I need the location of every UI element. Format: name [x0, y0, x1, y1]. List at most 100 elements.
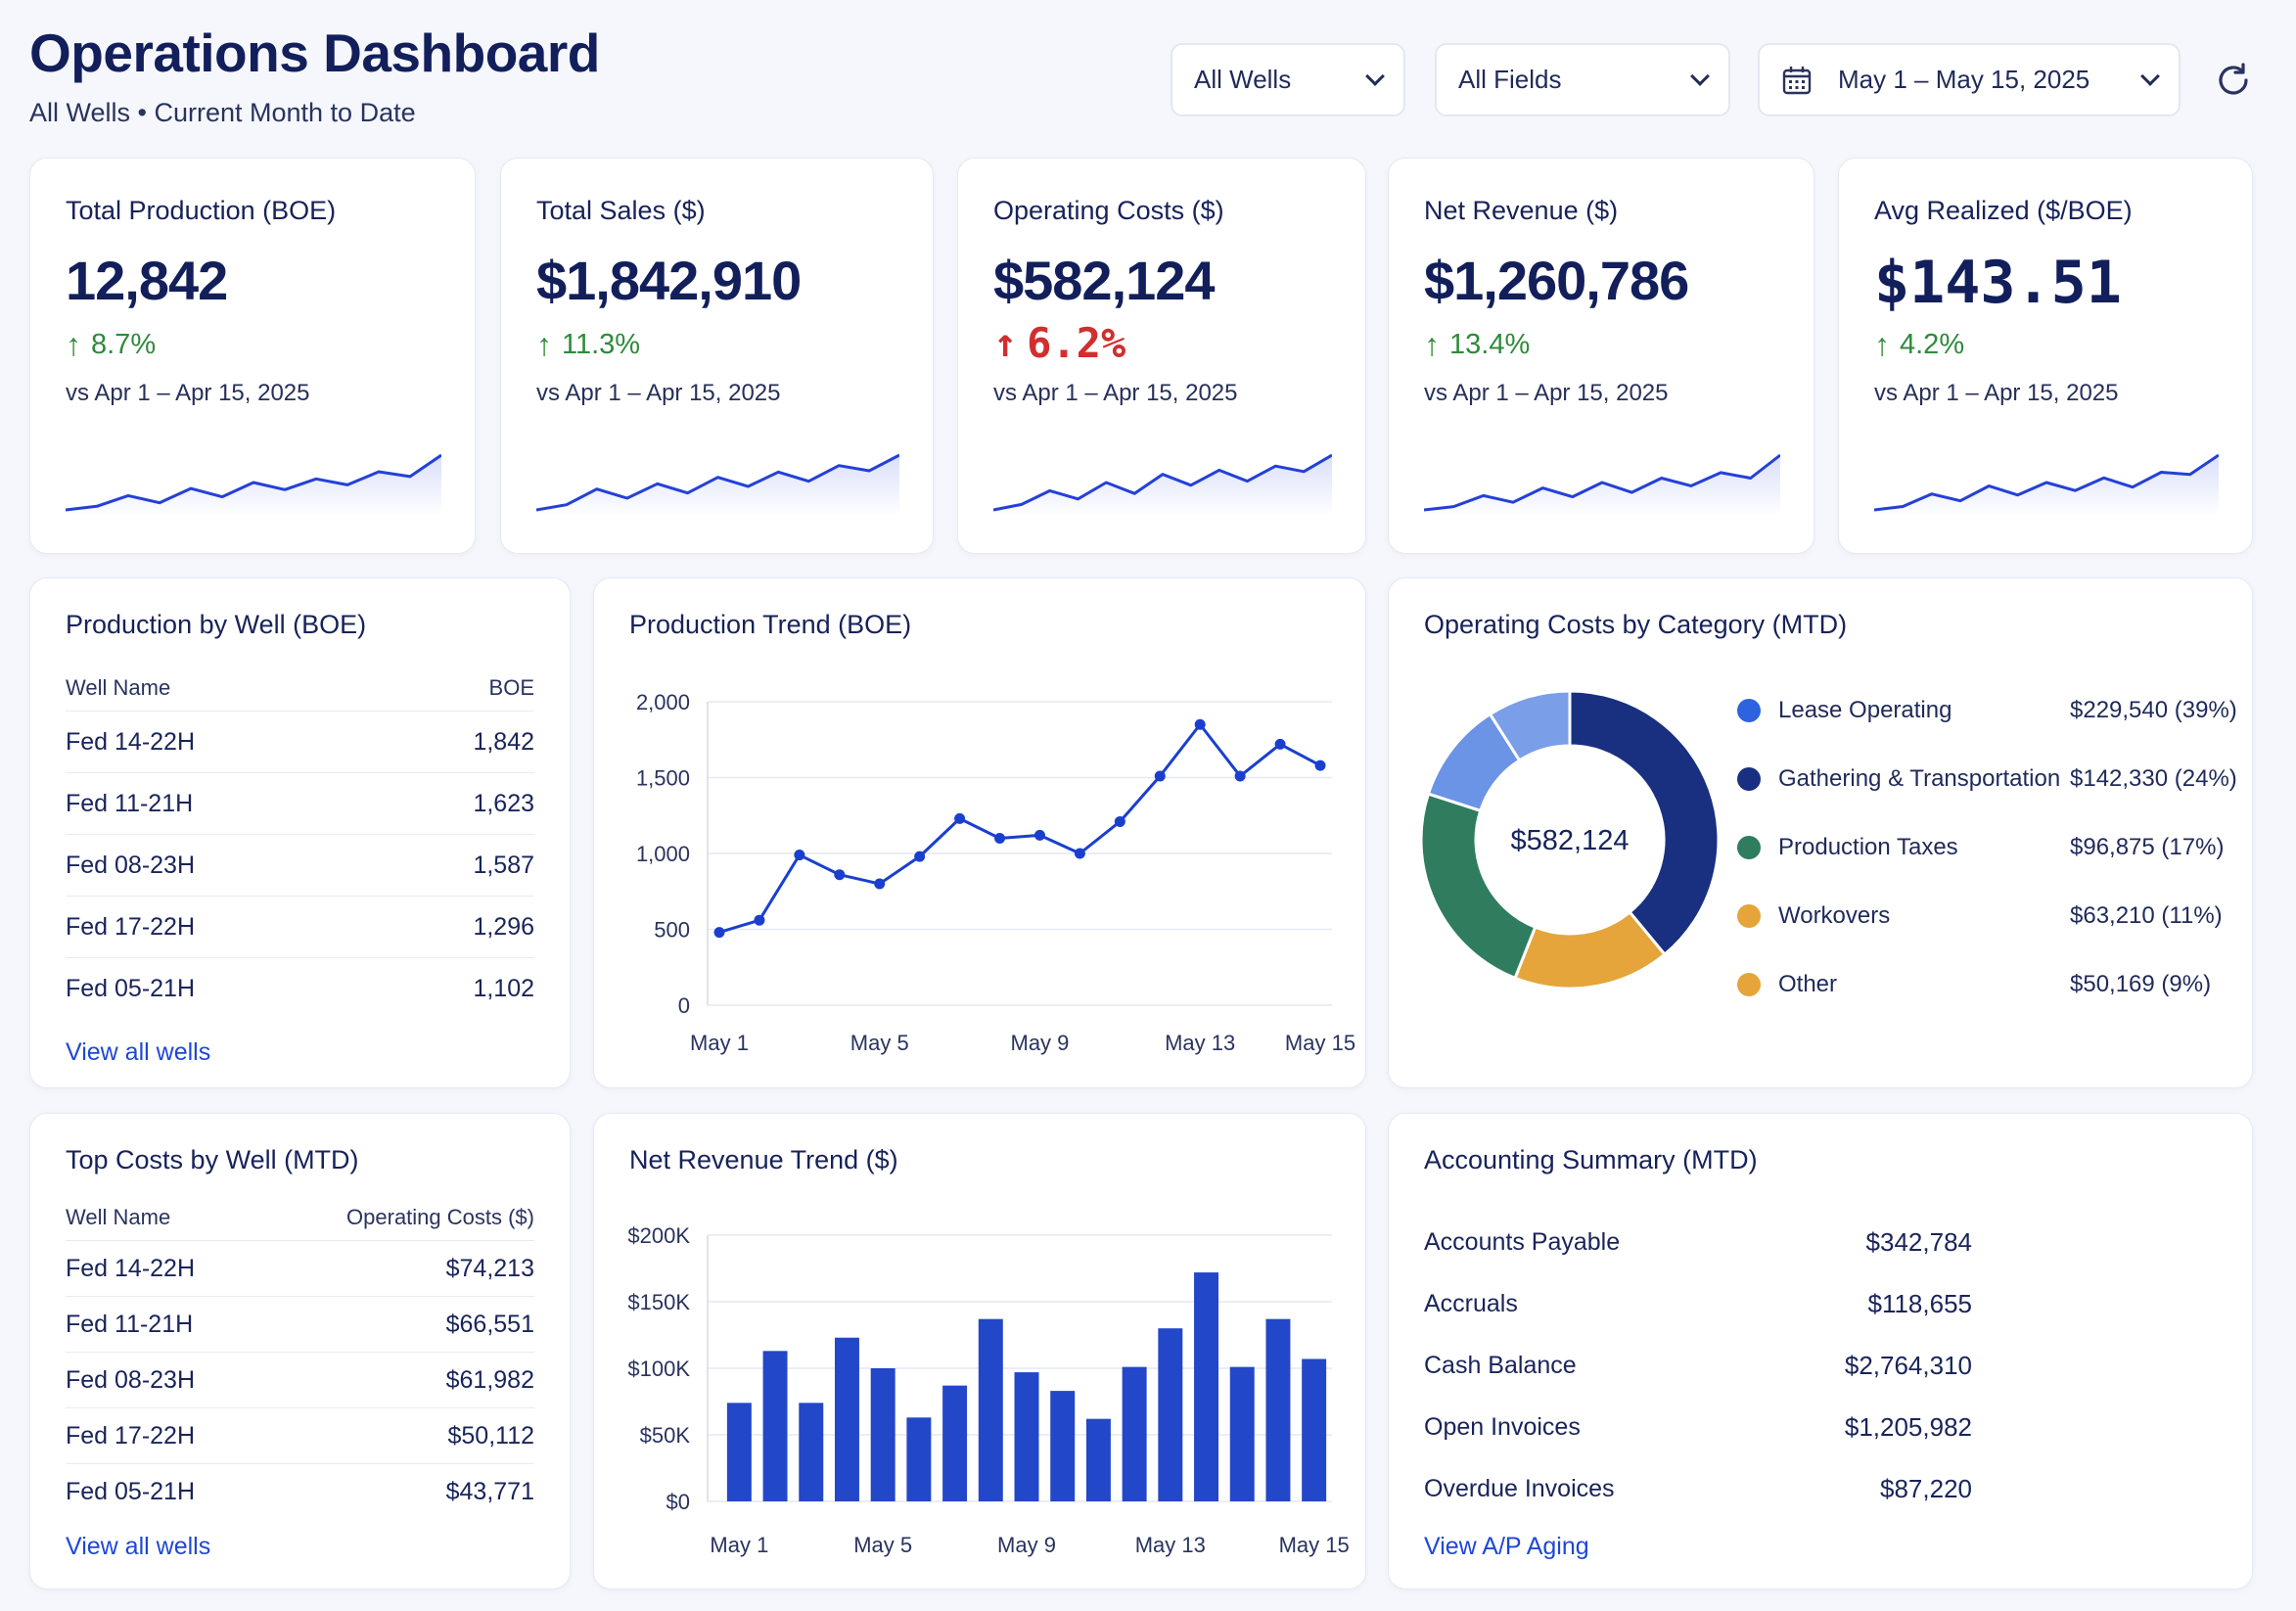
data-point — [754, 914, 765, 926]
bar — [1265, 1318, 1291, 1501]
y-tick-label: 500 — [654, 918, 690, 943]
chevron-down-icon — [1365, 66, 1385, 86]
x-tick-label: May 15 — [1285, 1031, 1355, 1055]
bar — [1302, 1358, 1327, 1501]
well-name: Fed 11-21H — [66, 1310, 194, 1338]
accounting-row: Cash Balance $2,764,310 — [1424, 1335, 1972, 1397]
kpi-sparkline — [66, 453, 441, 516]
well-value: 1,102 — [473, 975, 534, 1002]
kpi-change: ↑ 6.2% — [993, 319, 1125, 367]
well-value: 1,587 — [473, 851, 534, 879]
table-header: Well Name BOE — [66, 665, 534, 712]
legend-item[interactable]: Other $50,169 (9%) — [1737, 950, 2246, 1019]
date-range-label: May 1 – May 15, 2025 — [1838, 65, 2090, 94]
y-tick-label: 1,000 — [636, 842, 690, 866]
accounting-row: Accounts Payable $342,784 — [1424, 1212, 1972, 1273]
view-all-wells-link[interactable]: View all wells — [66, 1533, 211, 1560]
sparkline-line — [1424, 453, 1780, 512]
bar — [799, 1403, 824, 1501]
refresh-icon[interactable] — [2214, 61, 2253, 100]
legend-item[interactable]: Lease Operating $229,540 (39%) — [1737, 676, 2246, 745]
production-trend-card: Production Trend (BOE) 0 500 1,000 1,500 2,0… — [593, 577, 1366, 1088]
table-row[interactable]: Fed 17-22H $50,112 — [66, 1408, 534, 1464]
kpi-comparison-period: vs Apr 1 – Apr 15, 2025 — [1424, 380, 1669, 406]
x-tick-label: May 9 — [997, 1533, 1056, 1557]
accounting-value: $1,205,982 — [1844, 1412, 1972, 1442]
data-point — [1234, 770, 1246, 782]
legend-item[interactable]: Workovers $63,210 (11%) — [1737, 882, 2246, 950]
legend-item[interactable]: Gathering & Transportation $142,330 (24%… — [1737, 745, 2246, 813]
column-header-well-name: Well Name — [66, 674, 171, 700]
column-header-operating-costs: Operating Costs ($) — [346, 1204, 534, 1229]
wells-filter-dropdown[interactable]: All Wells — [1171, 43, 1405, 116]
legend-label: Production Taxes — [1778, 834, 1958, 860]
kpi-value: $143.51 — [1874, 249, 2122, 317]
calendar-icon — [1782, 66, 1812, 94]
table-row[interactable]: Fed 08-23H 1,587 — [66, 835, 534, 897]
legend-swatch — [1737, 767, 1761, 791]
table-row[interactable]: Fed 17-22H 1,296 — [66, 897, 534, 958]
legend-item[interactable]: Production Taxes $96,875 (17%) — [1737, 813, 2246, 882]
y-tick-label: $50K — [640, 1423, 691, 1448]
legend-value: $63,210 (11%) — [2070, 902, 2223, 929]
production-by-well-title: Production by Well (BOE) — [66, 610, 367, 639]
well-name: Fed 14-22H — [66, 727, 196, 756]
column-header-boe: BOE — [488, 674, 534, 700]
kpi-change-value: 8.7% — [91, 329, 157, 360]
arrow-up-icon: ↑ — [993, 320, 1018, 366]
table-row[interactable]: Fed 14-22H $74,213 — [66, 1241, 534, 1297]
net-revenue-trend-title: Net Revenue Trend ($) — [629, 1145, 898, 1174]
well-name: Fed 17-22H — [66, 1421, 196, 1450]
table-row[interactable]: Fed 08-23H $61,982 — [66, 1353, 534, 1408]
legend-label: Lease Operating — [1778, 697, 1952, 723]
data-point — [1074, 848, 1085, 859]
x-tick-label: May 15 — [1279, 1533, 1350, 1557]
kpi-value: $1,260,786 — [1424, 250, 1689, 311]
well-name: Fed 08-23H — [66, 1365, 196, 1394]
accounting-row: Accruals $118,655 — [1424, 1273, 1972, 1335]
data-point — [834, 869, 846, 881]
y-tick-label: $100K — [627, 1357, 690, 1381]
x-tick-label: May 1 — [710, 1533, 768, 1557]
table-row[interactable]: Fed 14-22H 1,842 — [66, 712, 534, 773]
kpi-comparison-period: vs Apr 1 – Apr 15, 2025 — [993, 380, 1238, 406]
table-row[interactable]: Fed 05-21H $43,771 — [66, 1464, 534, 1520]
bar — [1194, 1272, 1219, 1501]
bar — [978, 1318, 1003, 1501]
data-point — [1274, 738, 1286, 750]
top-costs-table: Well Name Operating Costs ($) Fed 14-22H… — [66, 1194, 534, 1520]
table-row[interactable]: Fed 05-21H 1,102 — [66, 958, 534, 1020]
donut-slice — [1488, 689, 1572, 763]
sparkline-area — [993, 455, 1332, 516]
date-range-dropdown[interactable]: May 1 – May 15, 2025 — [1758, 43, 2181, 116]
page-title: Operations Dashboard — [29, 23, 600, 83]
legend-label: Workovers — [1778, 902, 1891, 929]
data-point — [1114, 815, 1125, 827]
y-tick-label: 0 — [678, 993, 690, 1018]
kpi-change-value: 4.2% — [1900, 329, 1965, 360]
well-value: 1,842 — [473, 727, 534, 756]
accounting-value: $118,655 — [1867, 1289, 1972, 1318]
accounting-summary-list: Accounts Payable $342,784 Accruals $118,6… — [1424, 1212, 1972, 1520]
data-point — [1154, 770, 1166, 782]
legend-value: $50,169 (9%) — [2070, 971, 2212, 997]
table-row[interactable]: Fed 11-21H 1,623 — [66, 773, 534, 835]
column-header-well-name: Well Name — [66, 1204, 171, 1229]
view-ap-aging-link[interactable]: View A/P Aging — [1424, 1533, 1589, 1560]
table-row[interactable]: Fed 11-21H $66,551 — [66, 1297, 534, 1353]
chevron-down-icon — [1690, 66, 1710, 86]
kpi-comparison-period: vs Apr 1 – Apr 15, 2025 — [536, 380, 781, 406]
sparkline-area — [1424, 455, 1780, 516]
kpi-change-value: 6.2% — [1027, 319, 1126, 367]
data-point — [994, 833, 1006, 844]
view-all-wells-link[interactable]: View all wells — [66, 1038, 211, 1066]
y-tick-label: $0 — [666, 1490, 690, 1514]
table-header: Well Name Operating Costs ($) — [66, 1194, 534, 1241]
legend-label: Other — [1778, 971, 1838, 997]
well-value: 1,296 — [473, 912, 534, 941]
bar — [942, 1385, 968, 1501]
x-tick-label: May 13 — [1165, 1031, 1235, 1055]
kpi-change-value: 11.3% — [562, 329, 641, 360]
bar — [1050, 1391, 1076, 1501]
fields-filter-dropdown[interactable]: All Fields — [1435, 43, 1730, 116]
